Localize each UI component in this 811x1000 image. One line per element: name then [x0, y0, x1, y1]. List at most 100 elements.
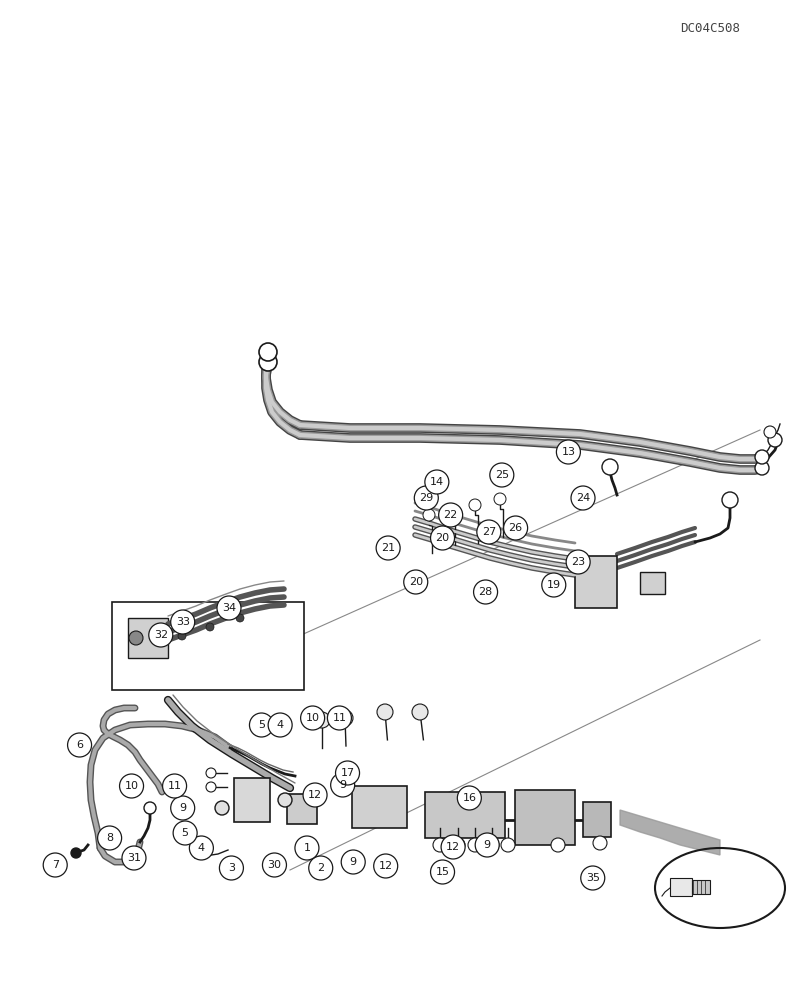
Text: 29: 29 — [418, 493, 433, 503]
Circle shape — [541, 573, 565, 597]
Circle shape — [303, 783, 327, 807]
Circle shape — [122, 846, 146, 870]
Text: 35: 35 — [585, 873, 599, 883]
Circle shape — [129, 631, 143, 645]
Circle shape — [97, 826, 122, 850]
Circle shape — [476, 520, 500, 544]
FancyBboxPatch shape — [424, 792, 504, 838]
Text: 12: 12 — [307, 790, 322, 800]
Circle shape — [457, 786, 481, 810]
Text: 28: 28 — [478, 587, 492, 597]
FancyBboxPatch shape — [691, 880, 709, 894]
Text: 25: 25 — [494, 470, 508, 480]
Polygon shape — [620, 810, 719, 855]
Text: 10: 10 — [124, 781, 139, 791]
FancyBboxPatch shape — [514, 790, 574, 845]
Circle shape — [754, 450, 768, 464]
Circle shape — [489, 463, 513, 487]
Circle shape — [249, 713, 273, 737]
Circle shape — [67, 733, 92, 757]
FancyBboxPatch shape — [669, 878, 691, 896]
Text: 8: 8 — [106, 833, 113, 843]
Text: 23: 23 — [570, 557, 585, 567]
Text: 33: 33 — [175, 617, 190, 627]
FancyBboxPatch shape — [128, 618, 168, 658]
Circle shape — [414, 486, 438, 510]
Circle shape — [330, 773, 354, 797]
Circle shape — [493, 493, 505, 505]
Circle shape — [503, 516, 527, 540]
Circle shape — [445, 504, 457, 516]
Circle shape — [423, 509, 435, 521]
Circle shape — [570, 486, 594, 510]
Circle shape — [327, 706, 351, 730]
Circle shape — [474, 833, 499, 857]
Text: 10: 10 — [305, 713, 320, 723]
Circle shape — [763, 426, 775, 438]
Text: 9: 9 — [483, 840, 490, 850]
Circle shape — [438, 503, 462, 527]
Text: 13: 13 — [560, 447, 575, 457]
Circle shape — [565, 550, 590, 574]
FancyBboxPatch shape — [639, 572, 664, 594]
Text: 26: 26 — [508, 523, 522, 533]
Text: 6: 6 — [76, 740, 83, 750]
Circle shape — [484, 838, 499, 852]
Text: 34: 34 — [221, 603, 236, 613]
Circle shape — [440, 835, 465, 859]
Text: 24: 24 — [575, 493, 590, 503]
Text: 11: 11 — [332, 713, 346, 723]
Circle shape — [592, 836, 607, 850]
Circle shape — [178, 632, 186, 640]
FancyBboxPatch shape — [234, 778, 270, 822]
Text: 4: 4 — [277, 720, 283, 730]
Circle shape — [219, 856, 243, 880]
Circle shape — [335, 761, 359, 785]
Circle shape — [373, 854, 397, 878]
Text: 32: 32 — [153, 630, 168, 640]
Circle shape — [173, 821, 197, 845]
Text: 15: 15 — [435, 867, 449, 877]
Text: 17: 17 — [340, 768, 354, 778]
Circle shape — [148, 623, 173, 647]
Text: 19: 19 — [546, 580, 560, 590]
Circle shape — [314, 712, 329, 728]
Circle shape — [206, 768, 216, 778]
Text: 9: 9 — [350, 857, 356, 867]
Text: 21: 21 — [380, 543, 395, 553]
Circle shape — [767, 433, 781, 447]
Circle shape — [259, 353, 277, 371]
Circle shape — [376, 704, 393, 720]
Text: 2: 2 — [317, 863, 324, 873]
Circle shape — [424, 470, 448, 494]
Circle shape — [170, 796, 195, 820]
Circle shape — [430, 526, 454, 550]
Text: 9: 9 — [179, 803, 186, 813]
Circle shape — [262, 853, 286, 877]
Text: 4: 4 — [198, 843, 204, 853]
Circle shape — [432, 838, 446, 852]
Circle shape — [277, 793, 292, 807]
Circle shape — [411, 704, 427, 720]
Circle shape — [189, 836, 213, 860]
Text: 9: 9 — [339, 780, 345, 790]
Circle shape — [71, 848, 81, 858]
Text: DC04C508: DC04C508 — [680, 22, 740, 35]
Circle shape — [170, 610, 195, 634]
Text: 22: 22 — [443, 510, 457, 520]
Circle shape — [236, 614, 243, 622]
Circle shape — [500, 838, 514, 852]
Text: 16: 16 — [461, 793, 476, 803]
Circle shape — [430, 860, 454, 884]
Circle shape — [403, 570, 427, 594]
Text: 1: 1 — [303, 843, 310, 853]
Circle shape — [119, 774, 144, 798]
Circle shape — [601, 459, 617, 475]
Text: 12: 12 — [445, 842, 460, 852]
Circle shape — [206, 623, 214, 631]
Text: 14: 14 — [429, 477, 444, 487]
Circle shape — [450, 838, 465, 852]
FancyBboxPatch shape — [112, 602, 303, 690]
Circle shape — [467, 838, 482, 852]
Circle shape — [754, 461, 768, 475]
